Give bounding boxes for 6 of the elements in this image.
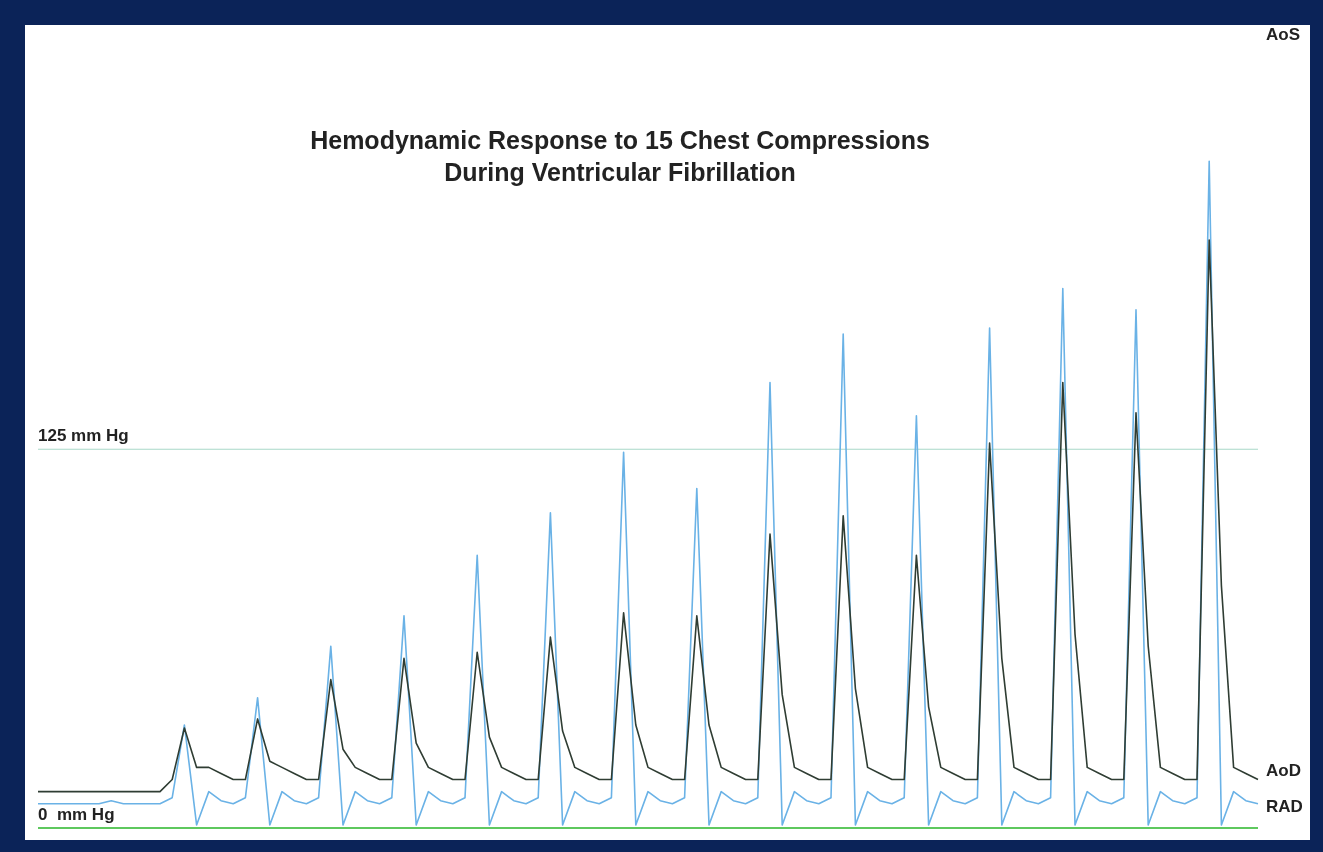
text: AoS bbox=[1266, 24, 1300, 44]
series-label: RAD bbox=[1266, 797, 1303, 817]
text: Hemodynamic Response to 15 Chest Compressions During Ventricular Fibrillation bbox=[310, 126, 930, 187]
series-label: AoD bbox=[1266, 761, 1301, 781]
ref-line-label: 125 mm Hg bbox=[38, 426, 129, 446]
ref-line-label: 0 mm Hg bbox=[38, 805, 115, 825]
